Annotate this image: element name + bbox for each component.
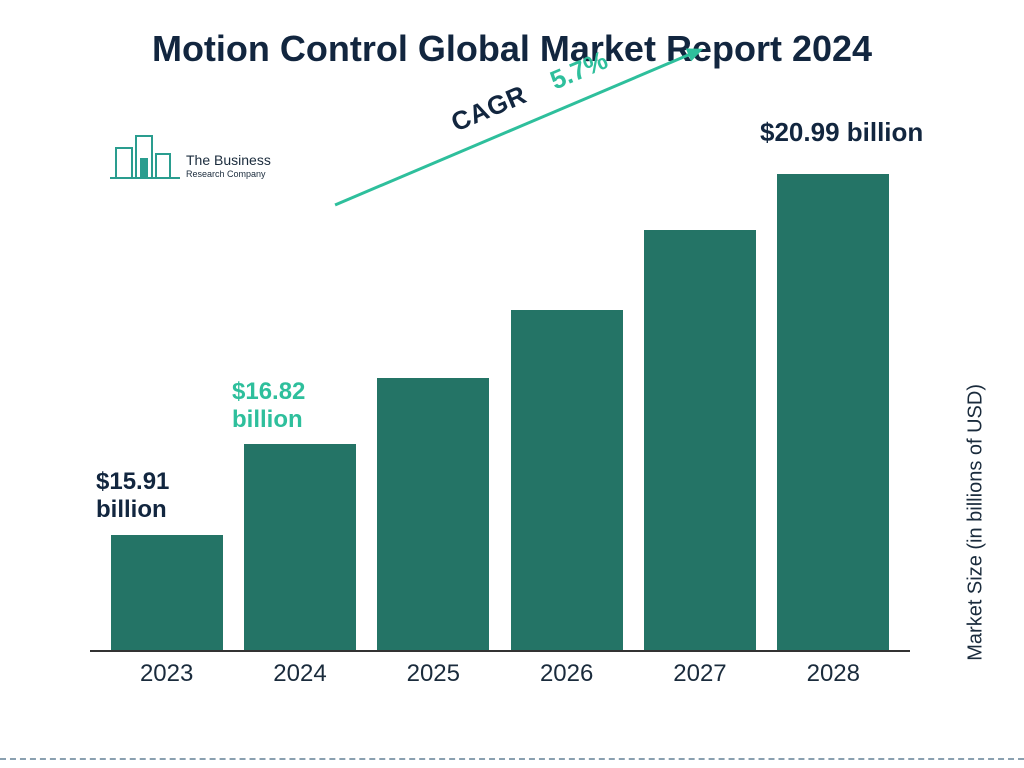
chart-area: 2023 2024 2025 2026 2027 2028 xyxy=(90,130,910,690)
bar-2024 xyxy=(244,444,356,650)
callout-value: $20.99 billion xyxy=(760,118,923,148)
chart-title-text: Motion Control Global Market Report 2024 xyxy=(152,28,872,69)
callout-value: $15.91 xyxy=(96,468,169,496)
callout-unit: billion xyxy=(232,406,305,434)
bar-2026 xyxy=(511,310,623,650)
value-callout-2028: $20.99 billion xyxy=(760,118,923,148)
x-axis-line xyxy=(90,650,910,652)
footer-divider xyxy=(0,758,1024,760)
bar-slot: 2026 xyxy=(511,310,623,650)
value-callout-2024: $16.82 billion xyxy=(232,378,305,433)
y-axis-label: Market Size (in billions of USD) xyxy=(965,384,988,661)
bar-2023 xyxy=(111,535,223,650)
bar-slot: 2023 xyxy=(111,535,223,650)
chart-title: Motion Control Global Market Report 2024 xyxy=(0,28,1024,70)
bar-slot: 2027 xyxy=(644,230,756,650)
callout-value: $16.82 xyxy=(232,378,305,406)
bar-slot: 2024 xyxy=(244,444,356,650)
bar-2028 xyxy=(777,174,889,650)
bar-slot: 2025 xyxy=(377,378,489,650)
cagr-gap xyxy=(526,71,551,104)
x-label: 2028 xyxy=(749,660,917,688)
bar-group: 2023 2024 2025 2026 2027 2028 xyxy=(90,130,910,650)
value-callout-2023: $15.91 billion xyxy=(96,468,169,523)
bar-2027 xyxy=(644,230,756,650)
bar-2025 xyxy=(377,378,489,650)
bar-slot: 2028 xyxy=(777,174,889,650)
callout-unit: billion xyxy=(96,496,169,524)
